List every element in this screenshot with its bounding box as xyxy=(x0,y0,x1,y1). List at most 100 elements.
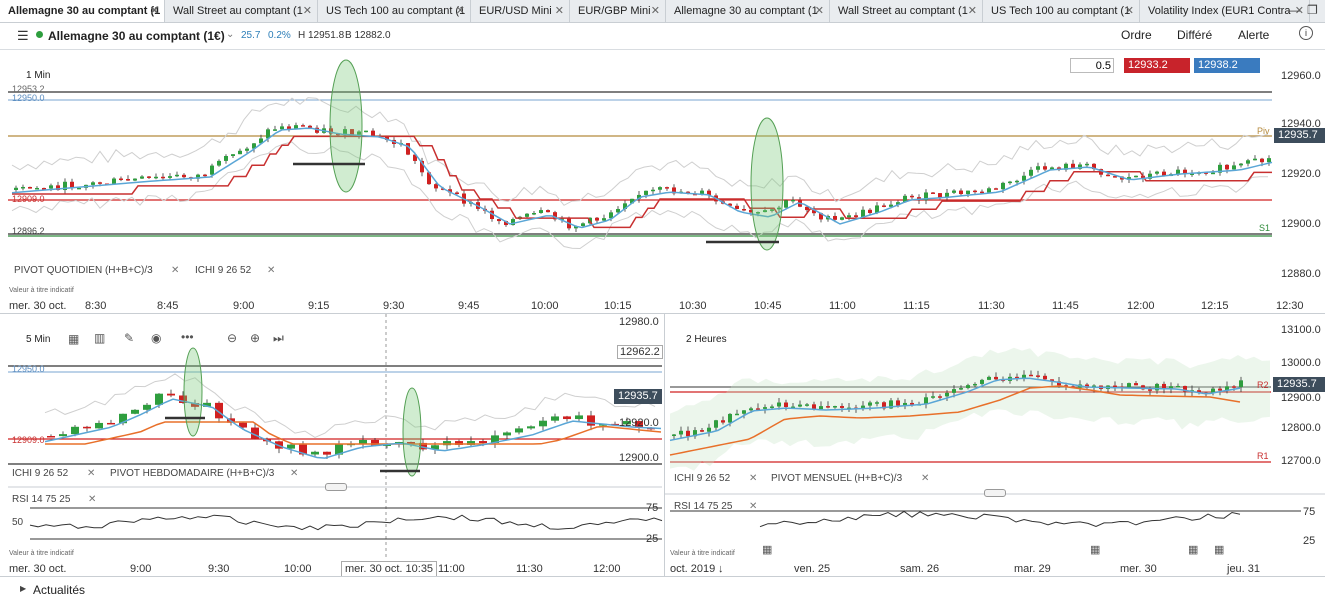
calendar-event-icon[interactable]: ▦ xyxy=(762,544,773,556)
close-icon[interactable]: ✕ xyxy=(88,494,97,505)
right-chart-pane[interactable]: 2 Heures 13100.0 13000.0 12900.0 12800.0… xyxy=(665,314,1325,576)
top-chart-plot xyxy=(8,59,1273,251)
skip-end-icon[interactable]: ⏭ xyxy=(273,331,284,345)
y-tick: 13100.0 xyxy=(1281,324,1321,336)
tab[interactable]: Allemagne 30 au comptant (1 ✕ xyxy=(0,0,165,22)
instrument-title[interactable]: Allemagne 30 au comptant (1€) xyxy=(48,29,225,43)
tab[interactable]: US Tech 100 au comptant (1 ✕ xyxy=(983,0,1140,22)
minimize-icon[interactable]: — xyxy=(1288,3,1300,17)
sell-price-button[interactable]: 12933.2 xyxy=(1124,58,1190,73)
close-icon[interactable]: ✕ xyxy=(650,5,660,17)
candle xyxy=(952,190,956,193)
candle xyxy=(406,143,410,155)
calendar-event-icon[interactable]: ▦ xyxy=(1214,544,1225,556)
bar-chart-icon[interactable]: ▥ xyxy=(94,331,106,345)
pencil-icon[interactable]: ✎ xyxy=(124,331,135,345)
alert-button[interactable]: Alerte xyxy=(1238,28,1270,42)
close-icon[interactable]: ✕ xyxy=(749,473,758,484)
close-icon[interactable]: ✕ xyxy=(290,468,299,479)
pivot-indicator-label[interactable]: PIVOT HEBDOMADAIRE (H+B+C)/3 xyxy=(110,468,275,479)
candle xyxy=(1162,171,1166,177)
tab[interactable]: EUR/GBP Mini ✕ xyxy=(570,0,666,22)
news-label[interactable]: Actualités xyxy=(33,583,86,597)
candle xyxy=(448,189,452,193)
buy-price-button[interactable]: 12938.2 xyxy=(1194,58,1260,73)
news-bar[interactable]: ▶ Actualités xyxy=(0,576,1325,602)
tab[interactable]: Allemagne 30 au comptant (1 ✕ xyxy=(666,0,830,22)
tab[interactable]: US Tech 100 au comptant (1 ✕ xyxy=(318,0,471,22)
candle xyxy=(635,421,643,428)
deferred-button[interactable]: Différé xyxy=(1177,28,1213,42)
tab[interactable]: EUR/USD Mini ✕ xyxy=(471,0,570,22)
close-icon[interactable]: ✕ xyxy=(1124,5,1134,17)
candle xyxy=(868,402,872,406)
pane-resize-handle[interactable] xyxy=(325,483,347,491)
candle xyxy=(1036,166,1040,170)
ichimoku-indicator-label[interactable]: ICHI 9 26 52 xyxy=(12,468,69,479)
chevron-down-icon[interactable]: ⌄ xyxy=(226,29,235,40)
candle xyxy=(637,194,641,199)
size-input[interactable] xyxy=(1070,58,1114,73)
candle xyxy=(1197,390,1201,393)
pivot-indicator-label[interactable]: PIVOT QUOTIDIEN (H+B+C)/3 xyxy=(14,265,153,276)
close-icon[interactable]: ✕ xyxy=(967,5,977,17)
close-icon[interactable]: ✕ xyxy=(814,5,824,17)
candle xyxy=(49,185,53,189)
close-icon[interactable]: ✕ xyxy=(302,5,312,17)
y-tick: 12980.0 xyxy=(619,316,659,328)
pane-resize-handle[interactable] xyxy=(984,489,1006,497)
candle xyxy=(1050,379,1054,382)
close-icon[interactable]: ✕ xyxy=(554,5,564,17)
zoom-in-icon[interactable]: ⊕ xyxy=(250,331,261,345)
calendar-icon[interactable]: ▦ xyxy=(68,332,80,346)
left-chart-pane[interactable]: 5 Min ▦ ▥ ✎ ◉ ••• ⊖ ⊕ ⏭ 12980.0 12962.2 … xyxy=(0,314,664,577)
tab-label: Allemagne 30 au comptant (1 xyxy=(674,5,818,17)
close-icon[interactable]: ✕ xyxy=(749,501,758,512)
zoom-out-icon[interactable]: ⊖ xyxy=(227,331,238,345)
candle xyxy=(721,420,725,423)
x-tick: 9:00 xyxy=(233,300,255,312)
interval-label[interactable]: 2 Heures xyxy=(686,334,727,345)
candle xyxy=(581,223,585,226)
close-icon[interactable]: ✕ xyxy=(921,473,930,484)
candle xyxy=(1001,182,1005,190)
close-icon[interactable]: ✕ xyxy=(455,5,465,17)
rsi-indicator-label[interactable]: RSI 14 75 25 xyxy=(674,501,733,512)
interval-label[interactable]: 1 Min xyxy=(26,70,51,81)
top-chart-pane[interactable]: 1 Min 12933.2 12938.2 12960.0 12940.0 12… xyxy=(0,50,1325,313)
info-icon[interactable]: i xyxy=(1299,26,1313,40)
candle xyxy=(896,202,900,205)
candle xyxy=(994,376,998,380)
x-tick: 9:30 xyxy=(383,300,405,312)
calendar-event-icon[interactable]: ▦ xyxy=(1188,544,1199,556)
tab[interactable]: Wall Street au comptant (1 ✕ xyxy=(165,0,318,22)
close-icon[interactable]: ✕ xyxy=(171,265,180,276)
tab[interactable]: Wall Street au comptant (1 ✕ xyxy=(830,0,983,22)
close-icon[interactable]: ✕ xyxy=(1294,5,1304,17)
rsi-indicator-label[interactable]: RSI 14 75 25 xyxy=(12,494,71,505)
chevron-right-icon[interactable]: ▶ xyxy=(20,584,27,593)
more-icon[interactable]: ••• xyxy=(181,330,194,344)
candle xyxy=(112,178,116,184)
close-icon[interactable]: ✕ xyxy=(87,468,96,479)
x-tick: 10:30 xyxy=(679,300,707,312)
candle xyxy=(539,210,543,214)
ichimoku-indicator-label[interactable]: ICHI 9 26 52 xyxy=(674,473,731,484)
hamburger-icon[interactable]: ☰ xyxy=(17,28,29,43)
calendar-event-icon[interactable]: ▦ xyxy=(1090,544,1101,556)
candle xyxy=(311,451,319,455)
interval-label[interactable]: 5 Min xyxy=(26,334,51,345)
ichimoku-indicator-label[interactable]: ICHI 9 26 52 xyxy=(195,265,252,276)
candle xyxy=(791,199,795,202)
order-button[interactable]: Ordre xyxy=(1121,28,1152,42)
candle xyxy=(840,406,844,408)
candle xyxy=(707,190,711,196)
close-icon[interactable]: ✕ xyxy=(267,265,276,276)
annotation-ellipse xyxy=(183,347,203,437)
close-icon[interactable]: ✕ xyxy=(149,5,159,17)
eye-icon[interactable]: ◉ xyxy=(151,331,162,345)
pivot-indicator-label[interactable]: PIVOT MENSUEL (H+B+C)/3 xyxy=(771,473,903,484)
x-tick: 12:00 xyxy=(593,563,621,575)
restore-icon[interactable]: ❐ xyxy=(1307,3,1318,17)
tab[interactable]: Volatility Index (EUR1 Contra ✕ xyxy=(1140,0,1310,22)
